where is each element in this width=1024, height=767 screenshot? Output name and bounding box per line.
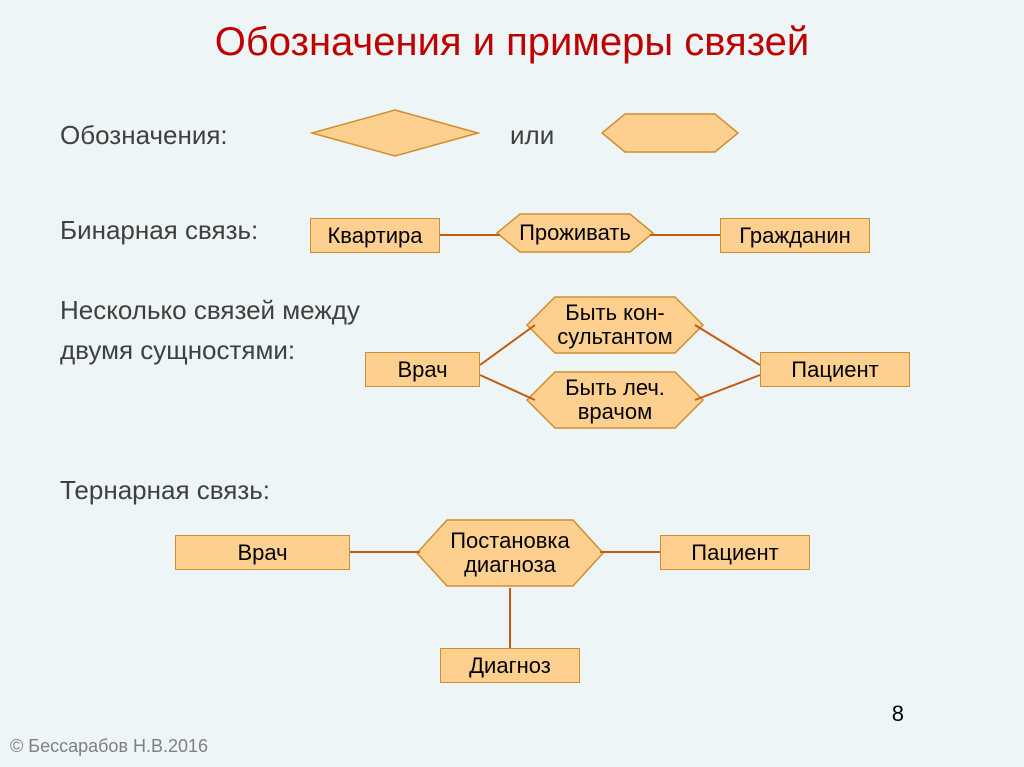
entity-doctor-1: Врач <box>365 352 480 387</box>
multi-label-2: двумя сущностями: <box>60 335 295 366</box>
entity-label: Врач <box>237 540 287 566</box>
page-title: Обозначения и примеры связей <box>0 20 1024 65</box>
entity-label: Пациент <box>691 540 778 566</box>
relation-attending: Быть леч. врачом <box>525 370 705 430</box>
relation-label: Быть леч. врачом <box>525 370 705 430</box>
or-label: или <box>510 120 554 151</box>
multi-label-1: Несколько связей между <box>60 295 360 326</box>
entity-patient-2: Пациент <box>660 535 810 570</box>
entity-apartment: Квартира <box>310 218 440 253</box>
entity-diagnosis: Диагноз <box>440 648 580 683</box>
relation-label: Постановка диагноза <box>415 518 605 588</box>
footer-copyright: © Бессарабов Н.В.2016 <box>10 736 208 757</box>
entity-doctor-2: Врач <box>175 535 350 570</box>
page-number: 8 <box>892 701 904 727</box>
entity-patient-1: Пациент <box>760 352 910 387</box>
entity-label: Квартира <box>327 223 422 249</box>
entity-label: Гражданин <box>739 223 851 249</box>
relation-label: Проживать <box>495 212 655 254</box>
relation-live: Проживать <box>495 212 655 254</box>
binary-label: Бинарная связь: <box>60 215 258 246</box>
entity-label: Врач <box>397 357 447 383</box>
relation-label: Быть кон- сультантом <box>525 295 705 355</box>
entity-citizen: Гражданин <box>720 218 870 253</box>
entity-label: Диагноз <box>469 653 551 679</box>
notations-label: Обозначения: <box>60 120 228 151</box>
relation-diagnosis-setting: Постановка диагноза <box>415 518 605 588</box>
slide: Обозначения и примеры связей Обозначения… <box>0 0 1024 767</box>
ternary-label: Тернарная связь: <box>60 475 270 506</box>
hexagon-demo-shape <box>600 112 740 154</box>
relation-consultant: Быть кон- сультантом <box>525 295 705 355</box>
diamond-demo-shape <box>310 108 480 158</box>
entity-label: Пациент <box>791 357 878 383</box>
